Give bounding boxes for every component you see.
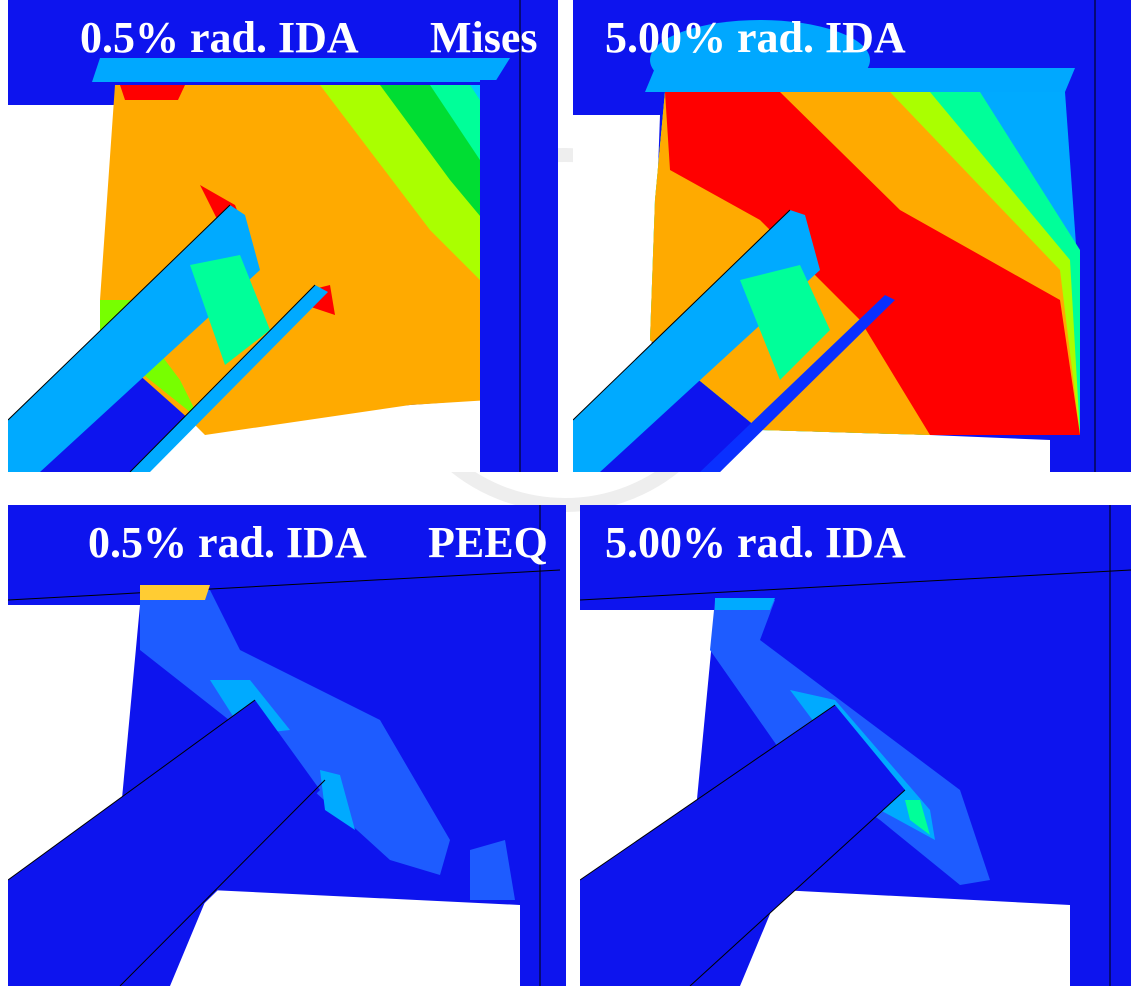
contour-region — [740, 890, 1070, 986]
edge-line — [8, 699, 256, 881]
panel-label: 0.5% rad. IDA — [88, 518, 367, 567]
quantity-label: Mises — [430, 13, 538, 62]
contour-region — [720, 430, 1050, 472]
edge-line — [8, 204, 231, 421]
contour-region — [320, 770, 355, 830]
edge-line — [580, 569, 1131, 601]
contour-region — [1050, 440, 1131, 472]
panel-mises-low — [8, 0, 558, 472]
contour-region — [580, 705, 905, 986]
contour-region — [740, 265, 830, 380]
contour-region — [470, 840, 515, 900]
contour-region — [140, 400, 480, 472]
contour-region — [120, 85, 185, 100]
contour-region — [665, 92, 1080, 435]
quantity-label: PEEQ — [428, 518, 548, 567]
panel-label: 5.00% rad. IDA — [605, 518, 906, 567]
contour-region — [92, 58, 510, 82]
contour-region — [645, 68, 1075, 92]
contour-region — [480, 80, 558, 472]
contour-region — [130, 285, 328, 472]
edge-line — [129, 284, 316, 472]
contour-region — [905, 800, 930, 835]
contour-region — [715, 598, 775, 610]
edge-line — [573, 209, 791, 421]
contour-region — [170, 890, 520, 986]
edge-line — [689, 789, 906, 986]
panel-peeq-high — [580, 505, 1131, 986]
contour-region — [8, 700, 320, 986]
contour-region — [140, 585, 210, 600]
edge-line — [119, 779, 326, 986]
panel-peeq-low — [8, 505, 566, 986]
contour-region — [700, 295, 895, 472]
panel-mises-high — [573, 0, 1131, 472]
contour-region — [573, 115, 660, 420]
contour-region — [140, 590, 450, 875]
edge-line — [8, 569, 561, 601]
edge-line — [580, 704, 836, 881]
contour-region — [190, 255, 270, 365]
panel-label: 5.00% rad. IDA — [605, 13, 906, 62]
panel-label: 0.5% rad. IDA — [80, 13, 359, 62]
